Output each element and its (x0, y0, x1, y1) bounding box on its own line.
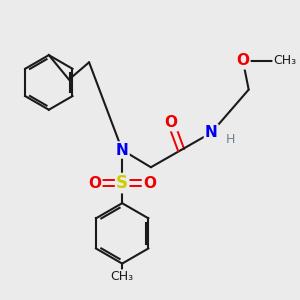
Text: H: H (225, 134, 235, 146)
Text: O: O (143, 176, 156, 190)
Text: O: O (164, 115, 178, 130)
Text: CH₃: CH₃ (273, 54, 296, 68)
Text: O: O (88, 176, 101, 190)
Text: O: O (236, 53, 249, 68)
Text: CH₃: CH₃ (111, 270, 134, 283)
Text: N: N (116, 142, 128, 158)
Text: S: S (116, 174, 128, 192)
Text: N: N (205, 125, 218, 140)
